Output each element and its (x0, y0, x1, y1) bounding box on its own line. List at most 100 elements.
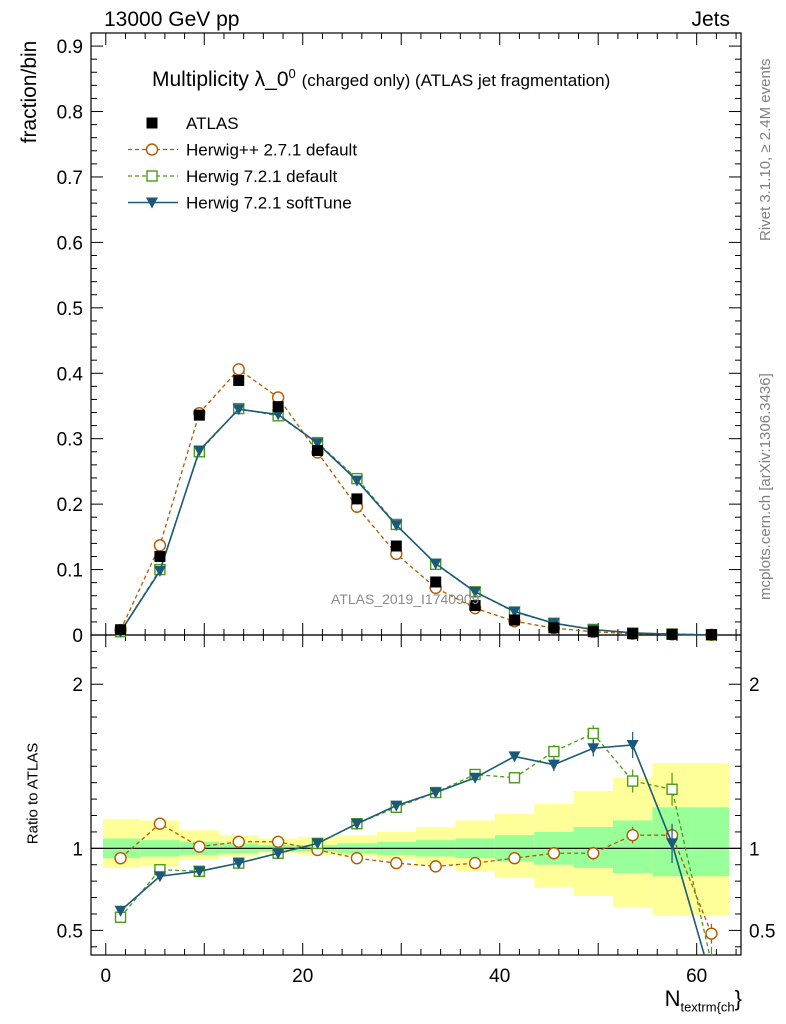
main-y-tick-label: 0 (72, 626, 83, 647)
main-point (666, 628, 678, 640)
ratio-point (705, 927, 718, 940)
ratio-point (666, 838, 679, 850)
ratio-y-tick-label-right: 0.5 (749, 921, 775, 942)
main-point (193, 445, 206, 457)
main-point (232, 404, 245, 416)
title-main: Multiplicity λ_0 (152, 68, 289, 91)
ratio-point (547, 847, 561, 860)
main-point (115, 624, 127, 636)
main-y-tick-label: 0.2 (57, 495, 83, 516)
ratio-point (468, 856, 482, 870)
analysis-watermark: ATLAS_2019_I1740909 (331, 591, 480, 607)
ratio-point (706, 958, 716, 968)
ratio-point (587, 727, 599, 740)
main-plot-title: Multiplicity λ_00 (charged only) (ATLAS … (152, 66, 610, 92)
ratio-point (587, 743, 600, 755)
ratio-point (272, 848, 285, 860)
main-y-tick-label: 0.5 (57, 299, 83, 320)
legend-entry: Herwig 7.2.1 softTune (128, 194, 352, 213)
ratio-point (350, 818, 363, 830)
main-series-line (119, 408, 712, 636)
main-point (154, 550, 166, 562)
band-inner-bin (691, 807, 729, 877)
main-point (627, 628, 639, 640)
legend: ATLAS Herwig++ 2.7.1 default Herwig 7.2.1 … (128, 114, 357, 213)
main-point (311, 438, 324, 450)
ratio-y-tick-label: 0.5 (57, 921, 83, 942)
ratio-y-axis: 0.5 0.5 1 1 2 2 (57, 650, 775, 948)
ratio-point (508, 851, 521, 865)
legend-label: ATLAS (186, 114, 239, 133)
main-y-tick-label: 0.9 (57, 37, 83, 58)
main-point (272, 401, 284, 413)
main-point (705, 629, 717, 641)
ratio-point (193, 840, 206, 853)
x-axis-label: Ntextrm{ch} (665, 986, 742, 1014)
ratio-y-tick-label-right: 1 (749, 839, 760, 860)
main-point (233, 374, 245, 386)
ratio-point (429, 787, 442, 799)
main-y-axis-label: fraction/bin (18, 40, 41, 144)
main-series (114, 363, 718, 641)
legend-marker (145, 143, 159, 156)
legend-marker (146, 197, 158, 209)
x-tick-label: 0 (100, 966, 111, 987)
ratio-y-tick-label-right: 2 (749, 675, 760, 696)
x-tick-label: 20 (292, 966, 313, 987)
mcplots-label: mcplots.cern.ch [arXiv:1306.3436] (757, 373, 774, 601)
title-superscript: 0 (288, 66, 296, 81)
main-point (272, 409, 285, 421)
ratio-point (390, 856, 403, 870)
main-series-data (115, 374, 717, 641)
main-point (351, 493, 363, 505)
x-tick-label: 60 (686, 966, 707, 987)
ratio-point (548, 745, 560, 758)
main-point (153, 565, 166, 577)
ratio-point (114, 905, 127, 917)
ratio-point (508, 751, 521, 763)
main-point (153, 539, 167, 552)
x-axis-label-close: } (734, 986, 742, 1011)
ratio-point (232, 858, 245, 870)
main-point (232, 363, 245, 376)
ratio-point (508, 772, 521, 784)
ratio-series-line (120, 822, 713, 934)
ratio-point (114, 851, 127, 865)
ratio-point (666, 783, 678, 795)
legend-entry: ATLAS (146, 114, 239, 133)
ratio-y-axis-label: Ratio to ATLAS (24, 742, 42, 845)
main-point (193, 409, 205, 421)
ratio-y-tick-label: 1 (72, 839, 83, 860)
ratio-point (153, 871, 166, 883)
rivet-version-label: Rivet 3.1.10, ≥ 2.4M events (757, 58, 774, 242)
main-point (469, 586, 482, 598)
legend-label: Herwig++ 2.7.1 default (186, 141, 357, 160)
main-y-tick-label: 0.1 (57, 561, 83, 582)
title-suffix: (charged only) (ATLAS jet fragmentation) (301, 71, 611, 90)
ratio-point (390, 800, 403, 812)
x-tick-label: 40 (489, 966, 510, 987)
main-point (390, 520, 403, 532)
main-point (508, 606, 521, 618)
legend-marker (146, 170, 158, 182)
main-point (429, 558, 442, 570)
ratio-point (547, 759, 560, 771)
ratio-point (587, 847, 600, 860)
main-point (548, 622, 560, 634)
main-series-line (119, 368, 712, 636)
ratio-point (153, 817, 167, 830)
ratio-point (626, 775, 639, 787)
main-point (430, 576, 442, 588)
main-point (508, 614, 520, 626)
ratio-series (114, 725, 718, 968)
x-axis-label-sub: textrm{ch (680, 999, 735, 1015)
legend-entry: Herwig 7.2.1 default (128, 167, 337, 186)
legend-entry: Herwig++ 2.7.1 default (128, 141, 357, 160)
main-point (350, 475, 363, 487)
legend-marker (146, 117, 158, 129)
ratio-point (232, 835, 245, 848)
main-y-tick-label: 0.3 (57, 430, 83, 451)
ratio-plot-frame (90, 634, 742, 956)
main-y-tick-label: 0.8 (57, 103, 83, 124)
